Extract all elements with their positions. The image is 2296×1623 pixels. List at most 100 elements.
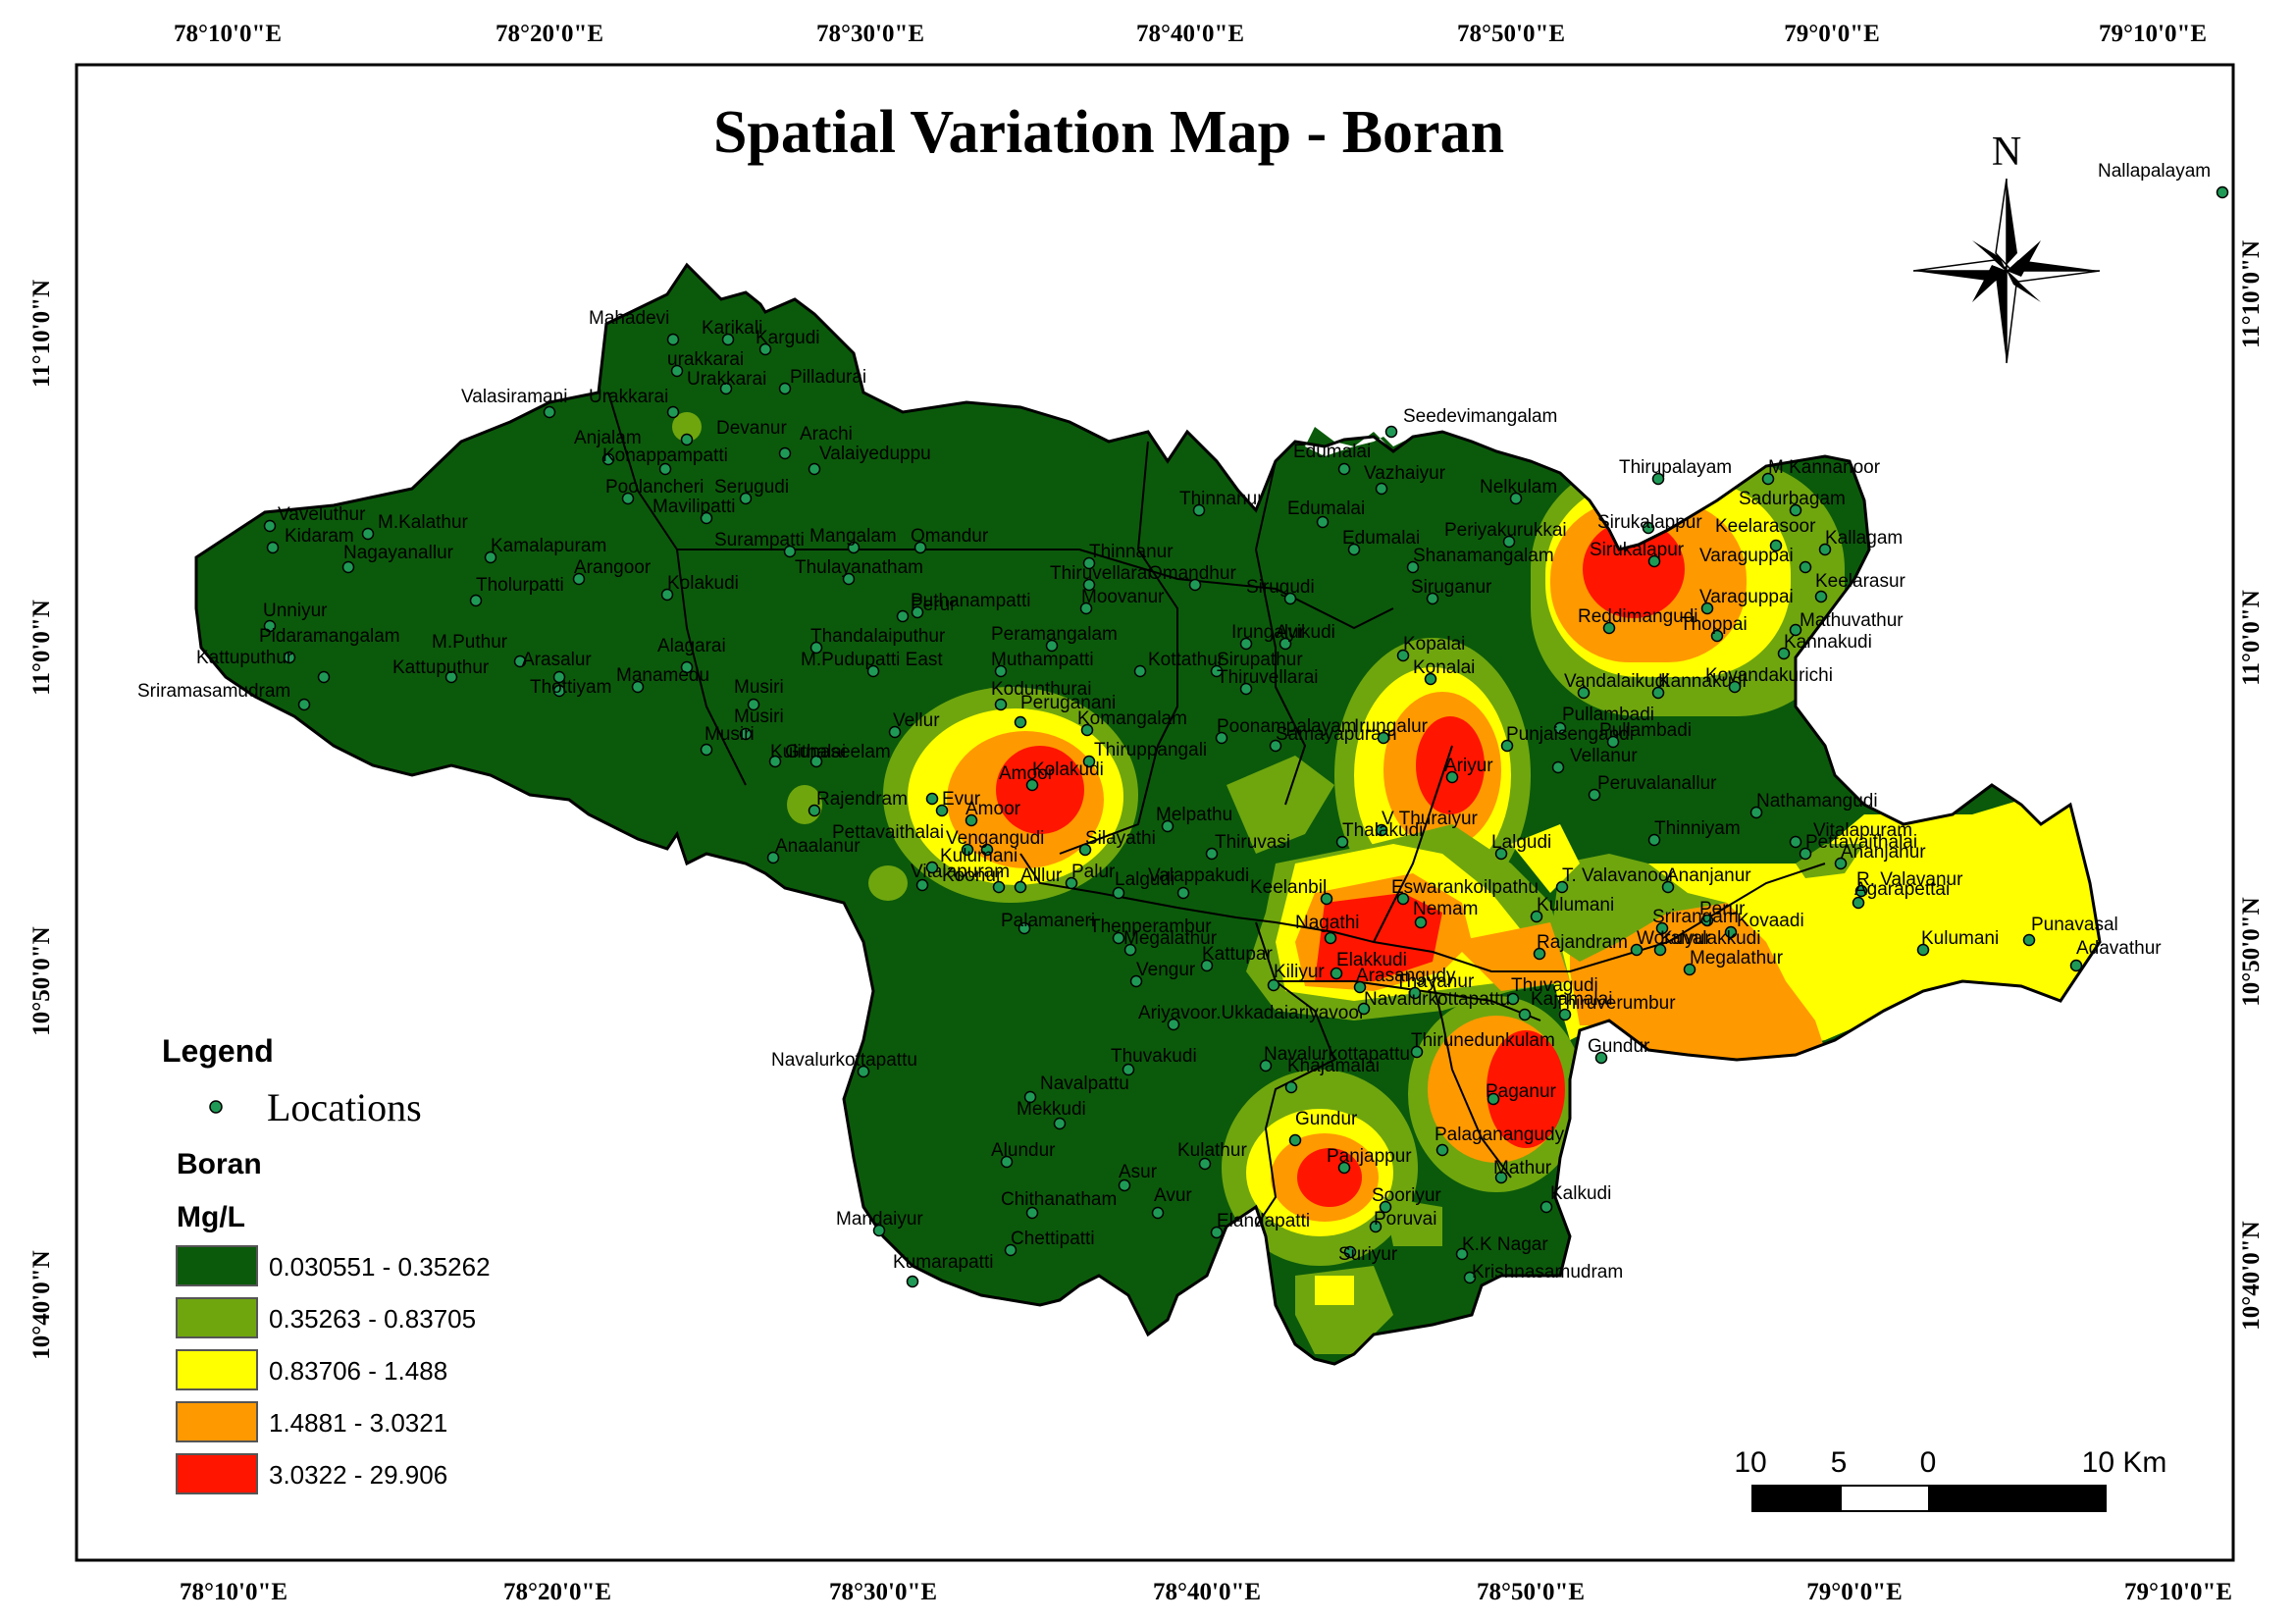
location-label: Thirunedunkulam (1411, 1030, 1555, 1051)
location-label: M.Kalathur (378, 512, 469, 533)
location-label: Kattuputhur (392, 657, 490, 678)
location-point (1700, 602, 1714, 615)
location-point (1539, 1200, 1553, 1214)
legend-range-label: 0.35263 - 0.83705 (269, 1304, 476, 1334)
location-label: Seedevimangalam (1403, 406, 1557, 427)
x-tick-top: 78°20'0"E (496, 21, 603, 47)
location-point (1239, 637, 1253, 651)
location-label: Evur (942, 789, 981, 810)
location-label: Ayikudi (1276, 622, 1335, 643)
location-point (1078, 843, 1092, 857)
scale-bar: 10 5 0 10 Km (1734, 1446, 2166, 1512)
location-label: Amoor (999, 763, 1055, 784)
location-label: Mangalam (809, 526, 897, 547)
location-label: Poruvai (1374, 1209, 1436, 1230)
location-point (913, 541, 927, 554)
location-label: Palur (1071, 862, 1116, 882)
location-point (1651, 472, 1665, 486)
location-point (1337, 462, 1351, 476)
location-point (906, 1275, 919, 1288)
location-label: Arangoor (574, 557, 652, 578)
location-label: Devanur (716, 418, 787, 439)
location-point (809, 641, 823, 654)
location-label: Karikali (702, 318, 762, 339)
location-label: Kolakudi (667, 573, 739, 594)
location-point (552, 684, 566, 698)
location-point (1267, 978, 1280, 992)
location-label: Alagarai (657, 636, 726, 656)
location-label: Mahadevi (589, 308, 669, 329)
location-point (1112, 931, 1125, 945)
y-tick-left: 11°0'0"N (28, 600, 55, 696)
x-tick-top: 78°50'0"E (1457, 21, 1565, 47)
location-point (1210, 664, 1224, 678)
location-label: Megalathur (1690, 948, 1784, 969)
location-point (1025, 1206, 1039, 1220)
location-label: Kolakudi (1032, 759, 1104, 780)
location-point (847, 541, 861, 554)
location-point (1167, 1018, 1180, 1031)
y-tick-left: 10°40'0"N (28, 1250, 55, 1359)
location-point (747, 698, 760, 711)
location-point (660, 588, 674, 602)
location-point (1854, 884, 1868, 898)
location-label: Thalakudi (1342, 820, 1423, 841)
location-label: Musiri (704, 724, 755, 745)
location-point (911, 605, 924, 619)
location-point (1335, 835, 1349, 849)
location-point (1014, 715, 1027, 729)
location-point (670, 364, 684, 378)
location-label: Khajamalai (1287, 1056, 1380, 1076)
location-label: Samayapuram (1276, 724, 1397, 745)
location-label: Sirukalappur (1597, 512, 1702, 533)
location-point (1789, 835, 1802, 849)
location-label: Keelarasoor (1715, 516, 1816, 537)
location-label: Mavilipatti (652, 497, 735, 517)
location-point (994, 664, 1008, 678)
x-tick-top: 78°30'0"E (816, 21, 924, 47)
x-tick-bottom: 78°50'0"E (1477, 1579, 1585, 1605)
location-label: Kattuputhur (196, 648, 293, 668)
location-label: Vengur (1136, 960, 1196, 980)
location-label: Thiruverumbur (1554, 993, 1676, 1014)
y-tick-labels-left: 11°10'0"N 11°0'0"N 10°50'0"N 10°40'0"N (28, 280, 55, 1360)
location-label: Thiruppangali (1094, 740, 1207, 760)
location-point (1004, 1243, 1018, 1257)
location-point (666, 333, 680, 346)
location-label: Arasangudy (1356, 966, 1456, 986)
location-label: Mathur (1493, 1158, 1552, 1178)
location-label: Thiruvellarai (1050, 563, 1151, 584)
location-label: Nelkulam (1480, 477, 1557, 497)
location-label: M.Pudupatti East (801, 650, 943, 670)
location-label: Chithanatham (1001, 1189, 1117, 1210)
location-label: Kajamalai (1531, 989, 1612, 1010)
location-point (915, 878, 929, 892)
location-point (361, 527, 375, 541)
location-label: Asur (1119, 1162, 1158, 1182)
legend-unit: Mg/L (177, 1201, 245, 1233)
location-label: Melpathu (1156, 805, 1232, 825)
location-label: Srirangam (1652, 907, 1739, 927)
location-label: Reddimangudi (1578, 606, 1698, 627)
location-point (739, 727, 753, 741)
location-label: Kodunthurai (991, 679, 1091, 700)
location-label: Kiliyur (1274, 962, 1325, 982)
legend-range-label: 1.4881 - 3.0321 (269, 1408, 447, 1438)
location-point (1509, 492, 1523, 505)
location-label: Kulumani (1537, 895, 1614, 916)
location-point (1710, 629, 1724, 643)
location-point (1749, 806, 1763, 819)
scale-label: 10 (1734, 1446, 1766, 1479)
location-label: Arachi (800, 424, 853, 445)
location-point (980, 843, 994, 857)
location-point (1082, 578, 1096, 592)
location-label: Navalurkottapattu (1364, 989, 1510, 1010)
location-label: Valaiyeduppu (819, 444, 931, 464)
location-point (1487, 1092, 1500, 1106)
location-point (1025, 778, 1039, 792)
location-label: Valappakudi (1148, 865, 1249, 886)
location-point (1653, 943, 1667, 957)
location-label: Elandapatti (1217, 1211, 1310, 1231)
location-label: Ananjanur (1666, 865, 1751, 886)
